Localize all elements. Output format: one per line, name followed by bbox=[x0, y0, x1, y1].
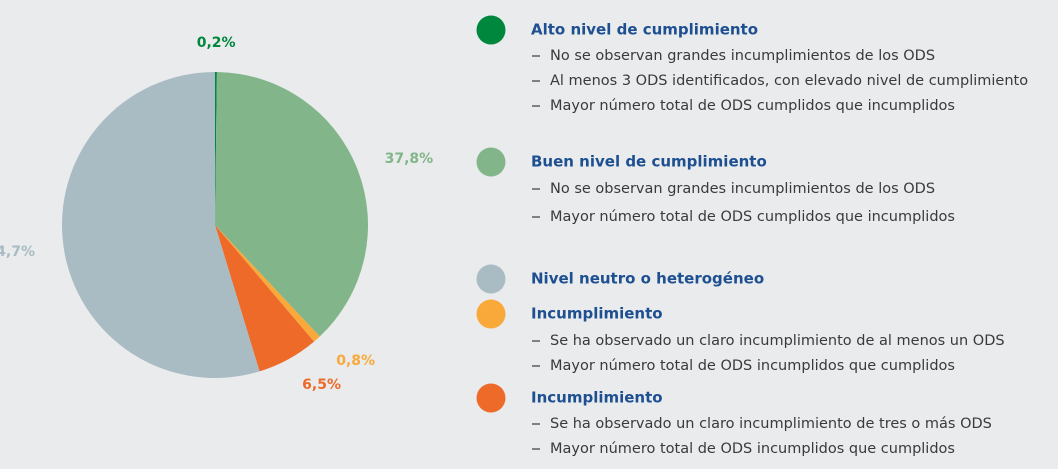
pie-slice bbox=[215, 225, 314, 372]
legend-description: Mayor número total de ODS incumplidos qu… bbox=[550, 441, 955, 457]
legend-swatch bbox=[476, 383, 506, 413]
legend-description: No se observan grandes incumplimientos d… bbox=[550, 181, 935, 197]
legend-description: Mayor número total de ODS cumplidos que … bbox=[550, 209, 955, 225]
slice-label: 0,8% bbox=[336, 353, 375, 369]
slice-label: 0,2% bbox=[197, 35, 236, 51]
legend-description: Mayor número total de ODS incumplidos qu… bbox=[550, 358, 955, 374]
legend-title: Incumplimiento bbox=[531, 305, 663, 323]
legend-title: Alto nivel de cumplimiento bbox=[531, 21, 758, 39]
legend-description: Se ha observado un claro incumplimiento … bbox=[550, 416, 992, 432]
pie-slice bbox=[215, 72, 217, 225]
legend-description: Se ha observado un claro incumplimiento … bbox=[550, 333, 1005, 349]
slice-label: 54,7% bbox=[0, 244, 35, 260]
slice-label: 37,8% bbox=[385, 151, 434, 167]
legend-swatch bbox=[476, 264, 506, 294]
legend-swatch bbox=[476, 299, 506, 329]
pie-slice bbox=[215, 72, 368, 337]
legend-description: Al menos 3 ODS identificados, con elevad… bbox=[550, 73, 1028, 89]
legend-title: Nivel neutro o heterogéneo bbox=[531, 270, 764, 288]
pie-slice bbox=[62, 71, 260, 378]
legend-title: Incumplimiento bbox=[531, 389, 663, 407]
pie-slice bbox=[215, 225, 320, 342]
legend-swatch bbox=[476, 147, 506, 177]
slice-label: 6,5% bbox=[302, 377, 341, 393]
legend-title: Buen nivel de cumplimiento bbox=[531, 153, 767, 171]
legend-description: Mayor número total de ODS cumplidos que … bbox=[550, 98, 955, 114]
legend-description: No se observan grandes incumplimientos d… bbox=[550, 48, 935, 64]
legend-swatch bbox=[476, 15, 506, 45]
